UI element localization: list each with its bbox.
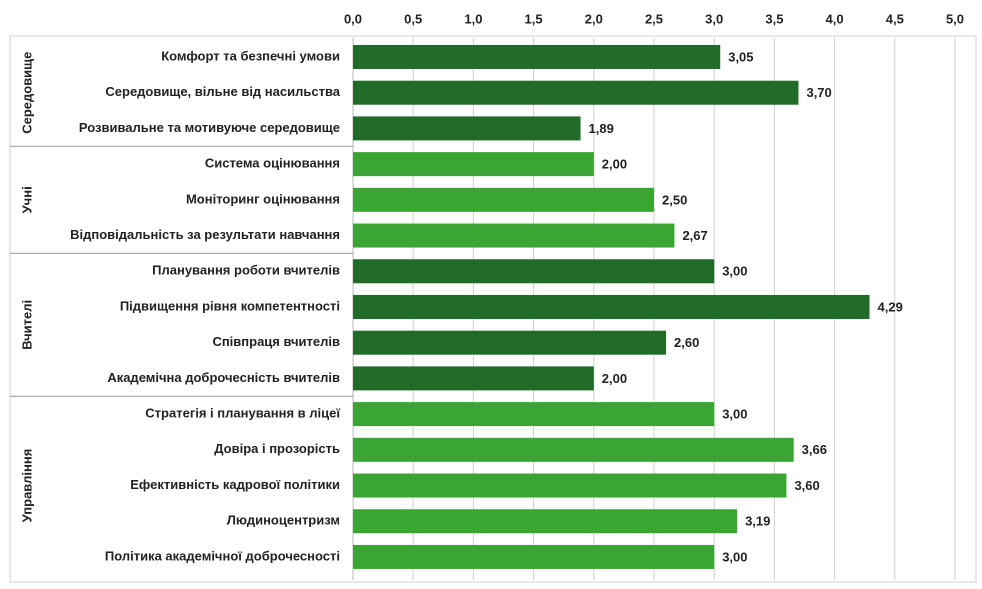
bar xyxy=(353,544,715,569)
category-label: Моніторинг оцінювання xyxy=(186,191,340,206)
value-label: 4,29 xyxy=(878,299,903,314)
group-label: Управління xyxy=(19,449,34,523)
category-label: Планування роботи вчителів xyxy=(152,263,340,278)
category-label: Стратегія і планування в ліцеї xyxy=(145,406,340,421)
value-label: 3,00 xyxy=(722,407,747,422)
x-tick-label: 5,0 xyxy=(946,11,964,26)
bar xyxy=(353,473,787,498)
category-label: Ефективність кадрової політики xyxy=(130,477,340,492)
value-label: 3,19 xyxy=(745,514,770,529)
category-label: Комфорт та безпечні умови xyxy=(161,48,340,63)
x-tick-label: 0,5 xyxy=(404,11,422,26)
bar xyxy=(353,116,581,141)
value-label: 3,00 xyxy=(722,264,747,279)
x-tick-label: 1,0 xyxy=(464,11,482,26)
value-label: 2,00 xyxy=(602,371,627,386)
x-tick-label: 0,0 xyxy=(344,11,362,26)
group-label: Середовище xyxy=(19,52,34,134)
x-tick-label: 3,5 xyxy=(765,11,783,26)
group-label: Учні xyxy=(19,186,34,213)
category-label: Людиноцентризм xyxy=(227,513,340,528)
bar xyxy=(353,80,799,105)
category-label: Довіра і прозорість xyxy=(214,441,340,456)
bar xyxy=(353,330,667,355)
category-label: Політика академічної доброчесності xyxy=(105,548,340,563)
bar xyxy=(353,187,654,212)
group-label: Вчителі xyxy=(19,300,34,350)
bar xyxy=(353,509,738,534)
value-label: 2,67 xyxy=(682,228,707,243)
x-tick-label: 1,5 xyxy=(525,11,543,26)
bar xyxy=(353,45,721,69)
bar xyxy=(353,437,794,462)
bar xyxy=(353,366,594,391)
x-tick-label: 3,0 xyxy=(705,11,723,26)
value-label: 3,05 xyxy=(728,49,753,64)
category-label: Співпраця вчителів xyxy=(212,334,340,349)
category-label: Розвивальне та мотивуюче середовище xyxy=(79,120,340,135)
value-label: 3,70 xyxy=(806,85,831,100)
value-label: 1,89 xyxy=(589,121,614,136)
x-tick-label: 4,0 xyxy=(826,11,844,26)
category-label: Академічна доброчесність вчителів xyxy=(107,370,340,385)
value-label: 3,60 xyxy=(794,478,819,493)
category-label: Система оцінювання xyxy=(205,156,340,171)
category-label: Підвищення рівня компетентності xyxy=(120,298,340,313)
bar xyxy=(353,402,715,427)
value-label: 3,00 xyxy=(722,549,747,564)
category-label: Відповідальність за результати навчання xyxy=(70,227,340,242)
bar xyxy=(353,259,715,284)
value-label: 2,50 xyxy=(662,192,687,207)
value-label: 2,60 xyxy=(674,335,699,350)
category-label: Середовище, вільне від насильства xyxy=(105,84,340,99)
x-tick-label: 2,0 xyxy=(585,11,603,26)
bar xyxy=(353,152,594,177)
plot-frame xyxy=(9,35,977,583)
value-label: 2,00 xyxy=(602,157,627,172)
value-label: 3,66 xyxy=(802,442,827,457)
bar xyxy=(353,294,870,319)
x-tick-label: 4,5 xyxy=(886,11,904,26)
bar xyxy=(353,223,675,248)
x-tick-label: 2,5 xyxy=(645,11,663,26)
